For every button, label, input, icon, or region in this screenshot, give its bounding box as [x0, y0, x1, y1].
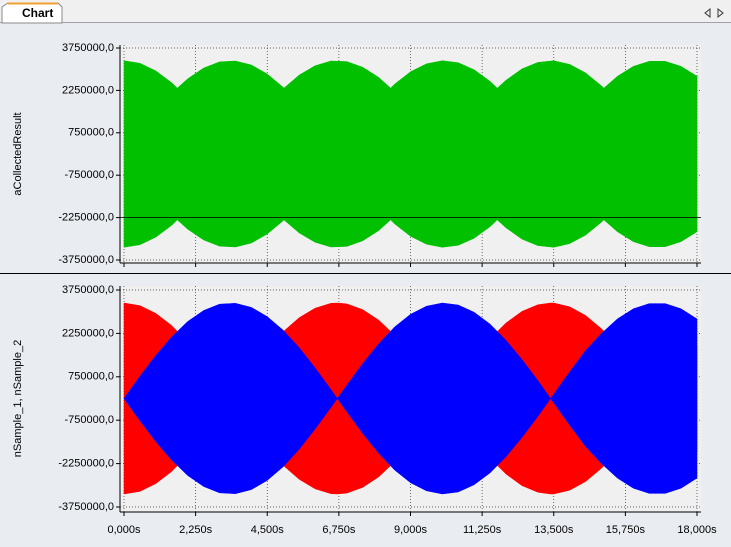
y-tick-label: -3750000,0	[58, 501, 114, 513]
x-tick-label: 9,000s	[394, 524, 428, 536]
scroll-right-button[interactable]	[717, 7, 724, 19]
y-tick-label: -750000,0	[64, 414, 114, 426]
scroll-left-button[interactable]	[704, 7, 711, 19]
signal-envelope	[123, 398, 698, 495]
tab-label[interactable]: Chart	[22, 6, 53, 20]
x-tick-label: 2,250s	[179, 524, 213, 536]
y-tick-label: -2250000,0	[58, 458, 114, 470]
x-tick-label: 0,000s	[107, 524, 141, 536]
y-tick-label: 2250000,0	[62, 84, 114, 96]
signal-envelope	[123, 153, 698, 248]
x-tick-label: 15,750s	[606, 524, 646, 536]
y-tick-label: 3750000,0	[62, 284, 114, 296]
signal-envelope	[123, 302, 698, 399]
x-tick-label: 11,250s	[463, 524, 502, 536]
y-tick-label: 750000,0	[68, 127, 114, 139]
y-tick-label: -2250000,0	[58, 212, 114, 224]
signal-envelope	[123, 60, 698, 155]
x-tick-label: 6,750s	[322, 524, 356, 536]
y-axis-label: nSample_1, nSample_2	[12, 340, 24, 457]
tab[interactable]: Chart	[1, 2, 63, 24]
x-tick-label: 4,500s	[251, 524, 285, 536]
y-tick-label: 2250000,0	[62, 327, 114, 339]
y-tick-label: 750000,0	[68, 371, 114, 383]
x-tick-label: 13,500s	[534, 524, 574, 536]
y-tick-label: -3750000,0	[58, 254, 114, 266]
x-tick-label: 18,000s	[677, 524, 717, 536]
tab-strip	[0, 0, 731, 23]
y-tick-label: 3750000,0	[62, 42, 114, 54]
y-tick-label: -750000,0	[64, 169, 114, 181]
y-axis-label: aCollectedResult	[12, 112, 24, 195]
